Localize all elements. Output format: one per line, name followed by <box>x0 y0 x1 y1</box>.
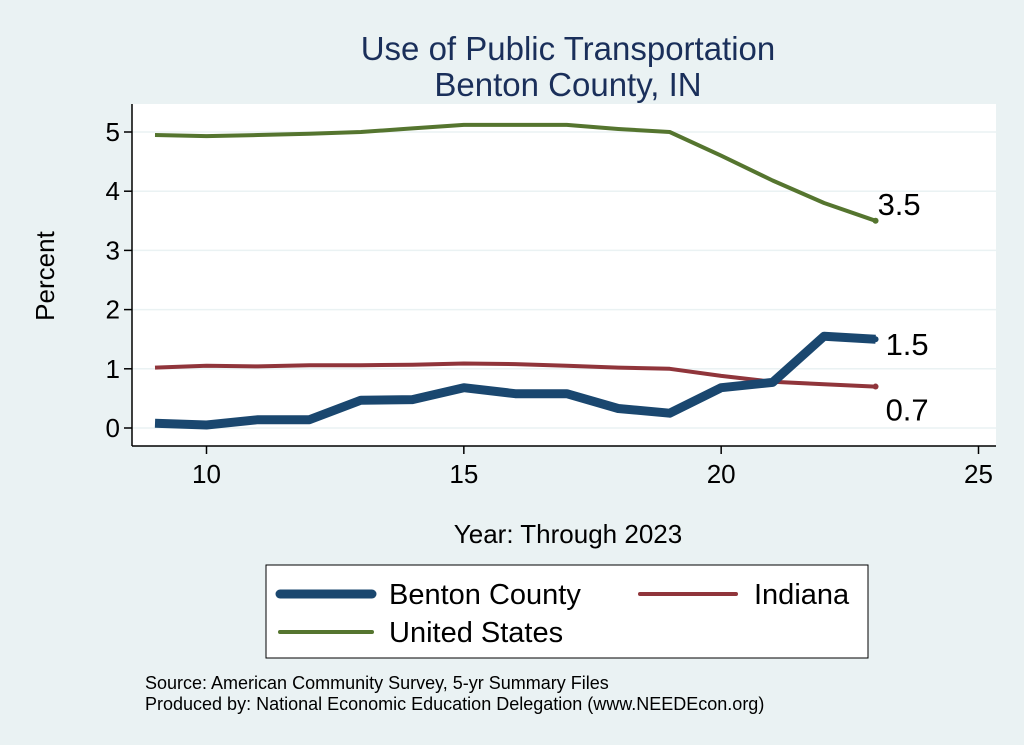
x-tick-label: 25 <box>964 459 993 489</box>
end-point <box>872 336 879 343</box>
legend-box <box>265 564 869 659</box>
legend-label: Benton County <box>389 579 581 611</box>
series-line-united-states <box>154 122 877 223</box>
x-tick-label: 20 <box>707 459 736 489</box>
axes: 0 1 2 3 4 5 10 15 20 25 <box>106 104 996 489</box>
end-point <box>872 383 879 390</box>
x-tick-label: 15 <box>449 459 478 489</box>
y-tick-label: 0 <box>106 413 120 443</box>
series-lines <box>154 122 879 430</box>
y-tick-label: 4 <box>106 176 120 206</box>
end-labels: 1.5 0.7 3.5 <box>878 187 929 428</box>
grid-lines <box>132 131 996 429</box>
producer-note: Produced by: National Economic Education… <box>145 694 764 714</box>
end-label: 0.7 <box>886 393 929 428</box>
legend-label: Indiana <box>754 579 850 611</box>
y-tick-label: 1 <box>106 354 120 384</box>
end-label: 1.5 <box>886 327 929 362</box>
legend-label: United States <box>389 617 563 649</box>
x-tick-label: 10 <box>192 459 221 489</box>
y-tick-label: 3 <box>106 235 120 265</box>
chart-title: Use of Public Transportation <box>361 30 776 67</box>
plot-area <box>132 104 996 446</box>
end-point <box>872 217 879 224</box>
y-tick-label: 2 <box>106 295 120 325</box>
chart-subtitle: Benton County, IN <box>434 66 701 103</box>
y-axis-title: Percent <box>30 230 60 320</box>
series-line-benton-county <box>154 331 876 430</box>
legend: Benton County Indiana United States <box>275 579 850 649</box>
end-label: 3.5 <box>878 187 921 222</box>
source-note: Source: American Community Survey, 5-yr … <box>145 673 609 693</box>
x-axis-title: Year: Through 2023 <box>454 519 682 549</box>
y-tick-label: 5 <box>106 117 120 147</box>
